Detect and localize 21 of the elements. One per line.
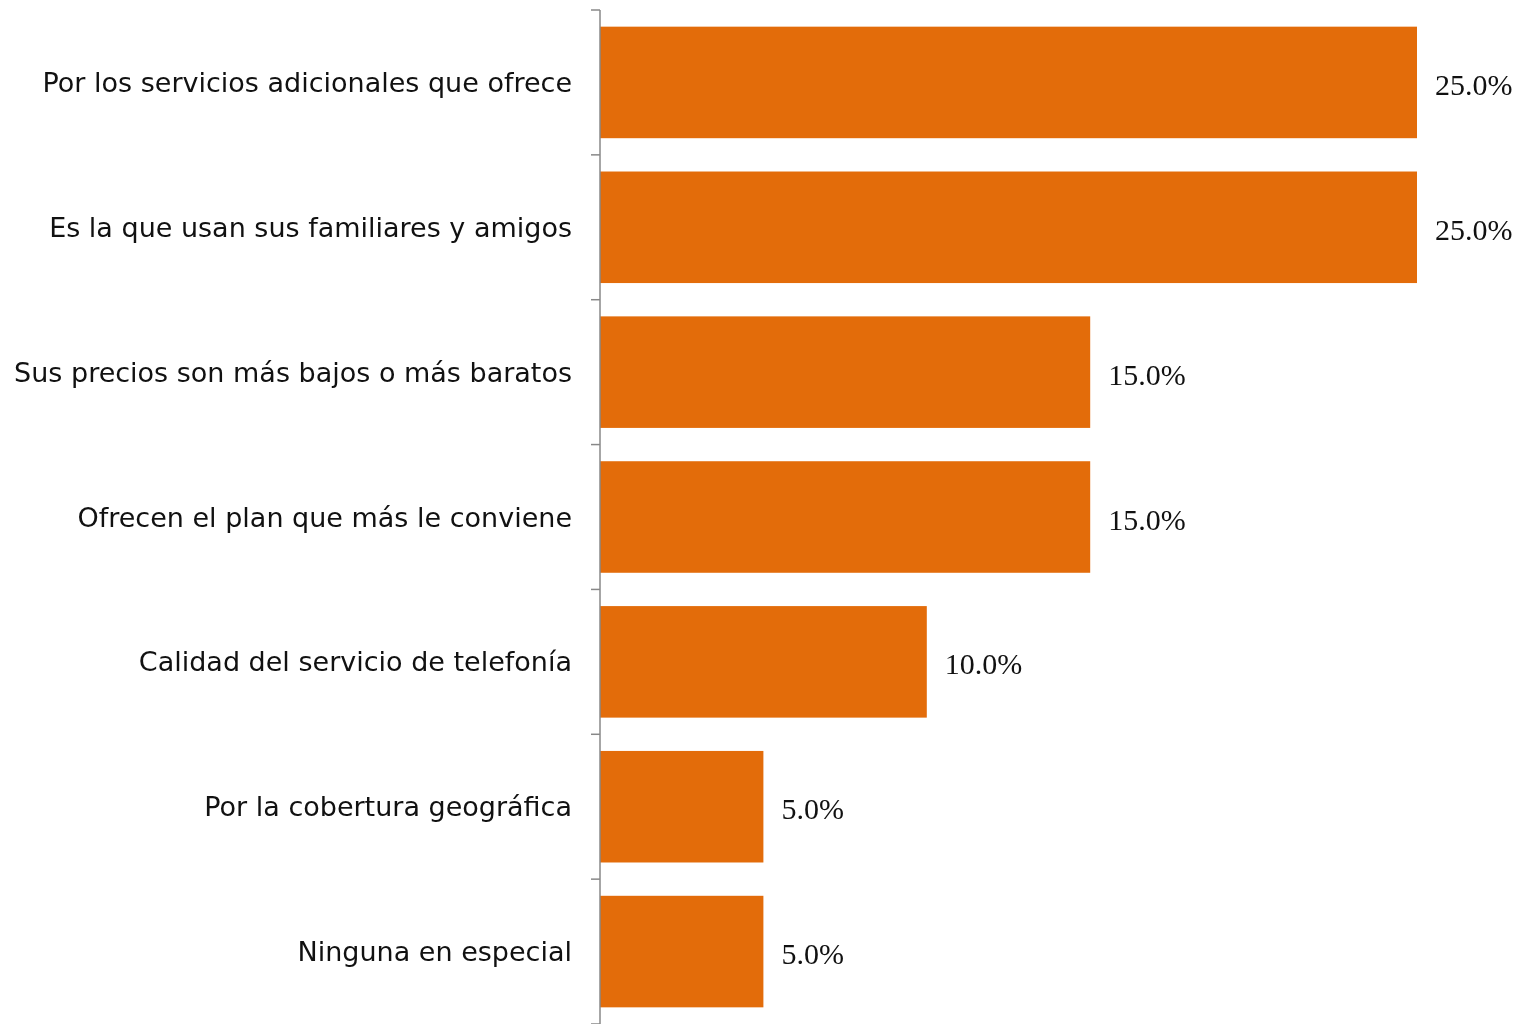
- data-label: 25.0%: [1435, 67, 1513, 101]
- data-label: 10.0%: [944, 647, 1023, 681]
- y-tick-label: Por la cobertura geográfica: [204, 791, 572, 823]
- bar: [600, 606, 927, 718]
- bar: [600, 895, 764, 1008]
- data-label: 25.0%: [1435, 212, 1513, 246]
- bar: [600, 461, 1091, 573]
- data-label: 5.0%: [781, 792, 844, 826]
- bar: [600, 750, 764, 863]
- data-label: 15.0%: [1108, 502, 1186, 536]
- data-label: 5.0%: [781, 937, 844, 971]
- y-tick-label: Ofrecen el plan que más le conviene: [77, 501, 572, 533]
- y-tick-label: Calidad del servicio de telefonía: [138, 646, 572, 678]
- data-label: 15.0%: [1108, 357, 1186, 391]
- bar: [600, 26, 1417, 139]
- y-tick-label: Por los servicios adicionales que ofrece: [42, 66, 572, 98]
- y-tick-label: Sus precios son más bajos o más baratos: [14, 356, 572, 388]
- y-tick-label: Ninguna en especial: [297, 936, 572, 968]
- y-tick-label: Es la que usan sus familiares y amigos: [49, 211, 572, 243]
- bar: [600, 171, 1417, 284]
- bar: [600, 316, 1091, 428]
